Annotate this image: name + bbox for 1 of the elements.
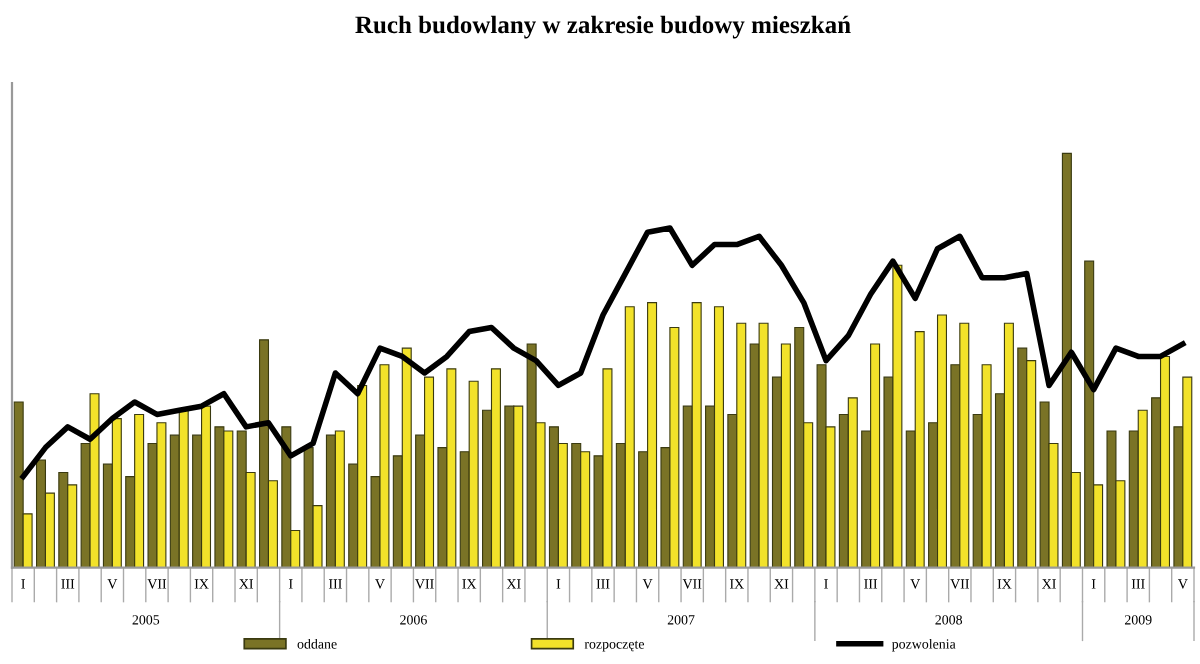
chart-title: Ruch budowlany w zakresie budowy mieszkań [355,15,851,39]
